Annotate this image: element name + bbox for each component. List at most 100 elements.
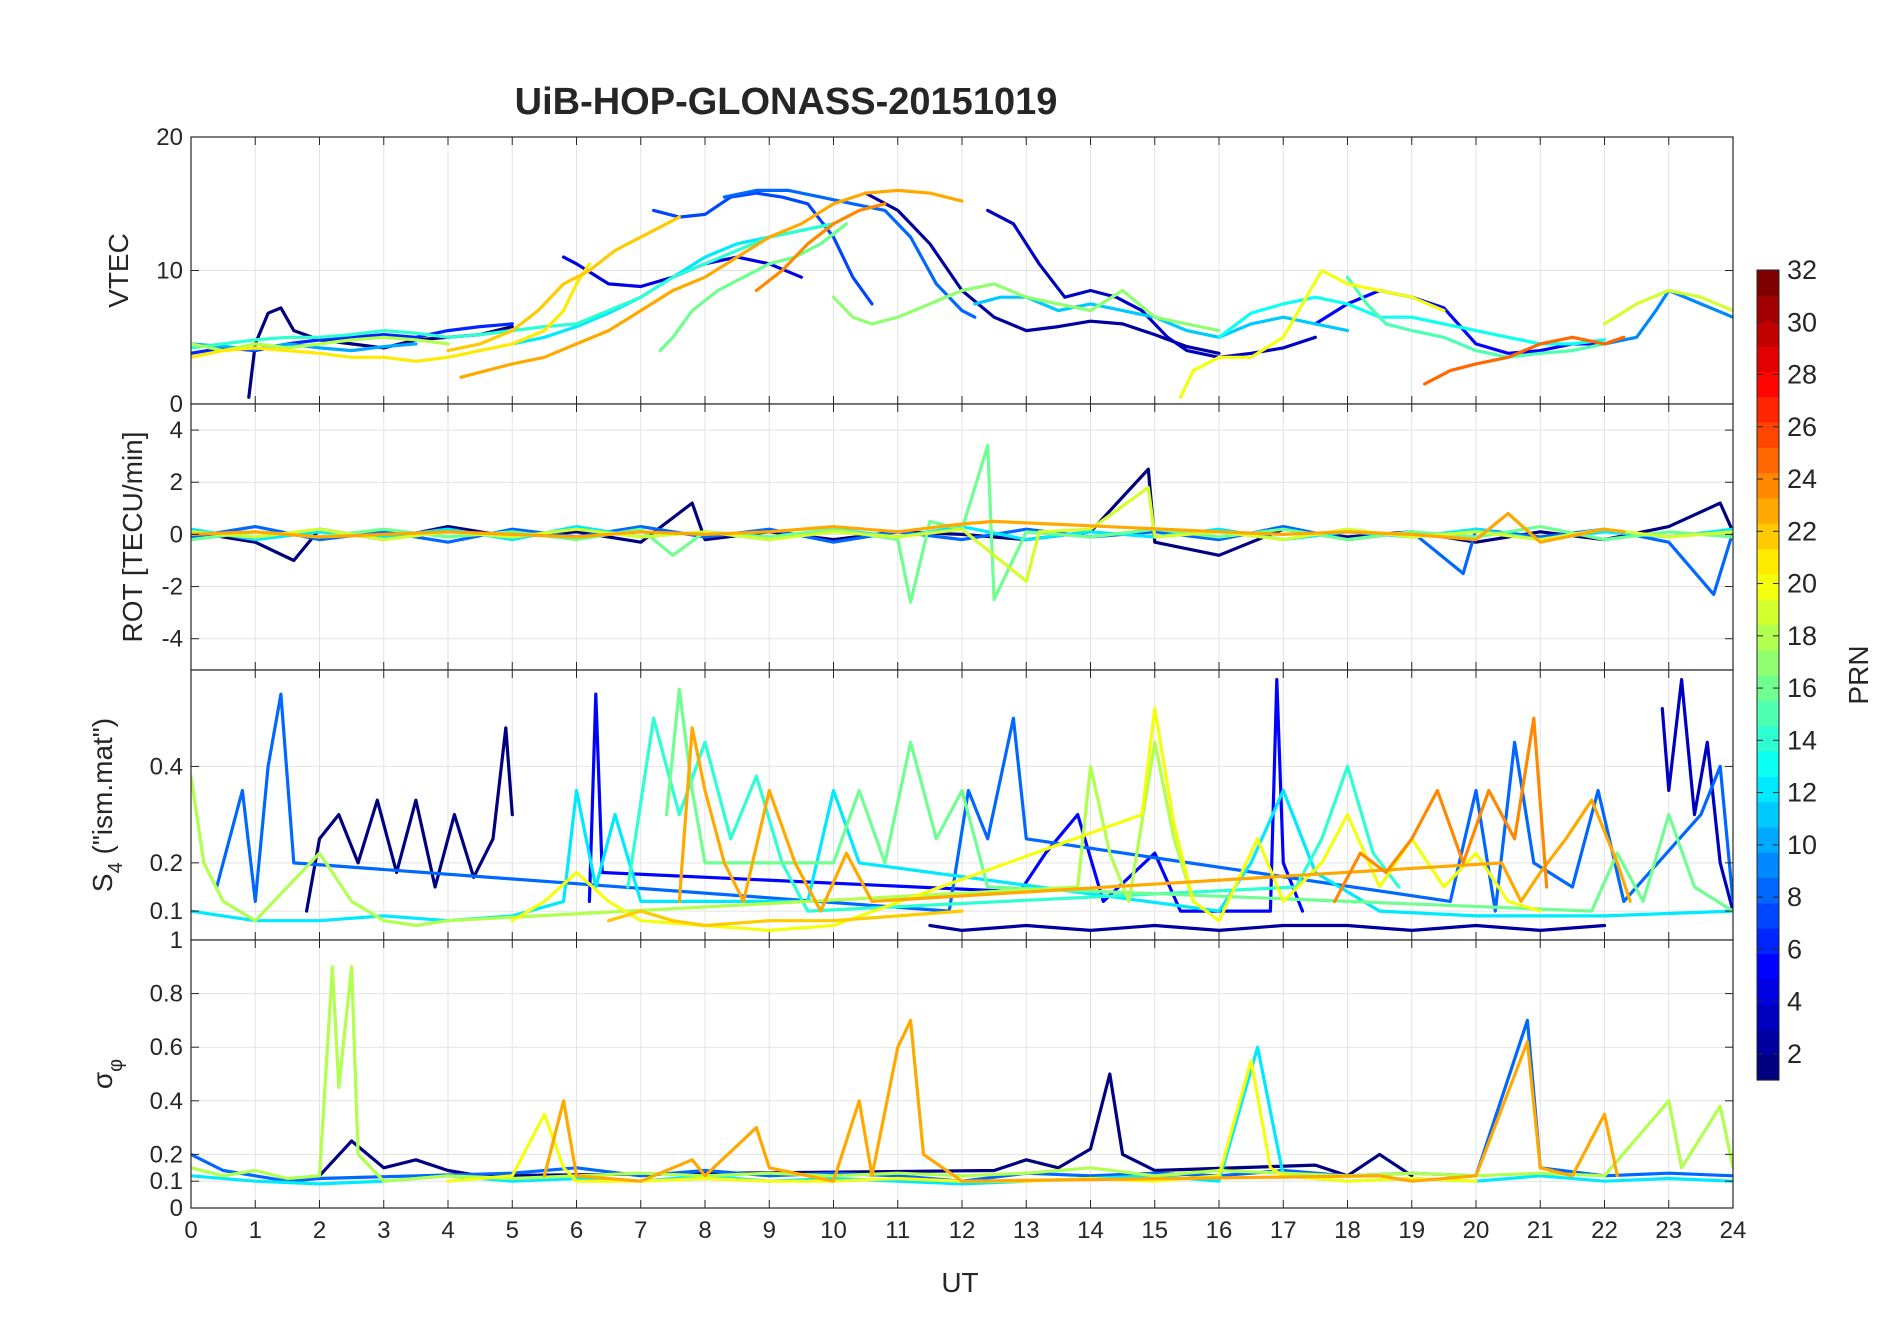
series-line-s4-prn12 xyxy=(191,788,1733,923)
series-line-vtec-prn17 xyxy=(831,282,1221,333)
colorbar-segment xyxy=(1757,624,1779,651)
colorbar-segment xyxy=(1757,675,1779,701)
colorbar-tick-label: 14 xyxy=(1787,725,1817,755)
colorbar-segment xyxy=(1757,320,1779,347)
y-axis-label-rot: ROT [TECU/min] xyxy=(117,431,148,642)
colorbar-segment xyxy=(1757,776,1779,803)
chart-title: UiB-HOP-GLONASS-20151019 xyxy=(515,81,1058,123)
x-tick-label: 12 xyxy=(949,1217,976,1244)
colorbar-frame xyxy=(1756,269,1780,1081)
colorbar-segment xyxy=(1757,902,1779,929)
series-line-vtec-prn2 xyxy=(864,191,1221,355)
y-tick-label: 1 xyxy=(170,927,183,954)
colorbar-label: PRN xyxy=(1843,645,1874,704)
series-line-rot-prn23 xyxy=(191,511,1626,544)
series-line-vtec-prn25 xyxy=(1423,335,1626,386)
colorbar-tick-label: 28 xyxy=(1787,360,1817,390)
x-tick-label: 23 xyxy=(1655,1217,1682,1244)
y-tick-label: 2 xyxy=(170,469,183,496)
series-line-rot-prn8 xyxy=(191,525,1733,596)
series-line-s4-prn3 xyxy=(1660,678,1733,913)
x-tick-label: 9 xyxy=(763,1217,776,1244)
y-axis-label-sigphi: σφ xyxy=(87,1059,127,1089)
colorbar-segment xyxy=(1757,421,1779,448)
series-line-s4-prn5 xyxy=(587,678,1305,913)
colorbar-segment xyxy=(1757,877,1779,904)
colorbar-tick-label: 26 xyxy=(1787,412,1817,442)
y-tick-label: 10 xyxy=(156,258,183,285)
series-group-rot xyxy=(191,444,1733,604)
series-line-vtec-prn3 xyxy=(986,208,1317,359)
colorbar-segment xyxy=(1757,345,1779,372)
x-tick-label: 6 xyxy=(570,1217,583,1244)
colorbar-tick-label: 20 xyxy=(1787,569,1817,599)
y-tick-label: 0.1 xyxy=(150,898,183,925)
y-tick-label: 0.1 xyxy=(150,1168,183,1195)
colorbar-segment xyxy=(1757,295,1779,322)
y-tick-label: -4 xyxy=(162,626,183,653)
y-axis-label-main: σ xyxy=(87,1072,118,1089)
colorbar-tick-label: 12 xyxy=(1787,778,1817,808)
series-line-sigphi-prn1 xyxy=(317,1072,1414,1178)
colorbar-segment xyxy=(1757,1029,1779,1056)
panel-rot: -4 -2 0 2 4 ROT [TECU/min] xyxy=(117,403,1734,671)
x-tick-label: 8 xyxy=(698,1217,711,1244)
y-tick-label: 0.8 xyxy=(150,981,183,1008)
colorbar-segment xyxy=(1757,700,1779,727)
colorbar-segment xyxy=(1757,523,1779,550)
colorbar-tick-label: 4 xyxy=(1787,987,1802,1017)
series-line-vtec-prn21 xyxy=(191,262,591,363)
x-tick-label: 22 xyxy=(1591,1217,1618,1244)
series-line-s4-prn18 xyxy=(191,740,1195,928)
colorbar-segment xyxy=(1757,472,1779,499)
y-tick-label: 20 xyxy=(156,124,183,151)
colorbar-tick-label: 30 xyxy=(1787,307,1817,337)
y-axis-label-vtec: VTEC xyxy=(103,233,134,308)
colorbar-tick-label: 10 xyxy=(1787,830,1817,860)
y-tick-label: 0 xyxy=(170,1195,183,1222)
y-tick-label: 0.4 xyxy=(150,753,183,780)
colorbar-tick-label: 16 xyxy=(1787,673,1817,703)
series-group-s4 xyxy=(191,678,1733,932)
y-axis-label-s4: S4 ("ism.mat") xyxy=(87,718,127,892)
colorbar-segment xyxy=(1757,852,1779,879)
colorbar-segment xyxy=(1757,371,1779,398)
colorbar-tick-label: 2 xyxy=(1787,1039,1802,1069)
colorbar-segment xyxy=(1757,447,1779,474)
x-tick-label: 10 xyxy=(820,1217,847,1244)
x-tick-label: 3 xyxy=(377,1217,390,1244)
series-line-vtec-prn9 xyxy=(1602,288,1733,346)
y-axis-label-main: S xyxy=(87,873,118,892)
y-tick-label: -2 xyxy=(162,574,183,601)
x-tick-label: 13 xyxy=(1013,1217,1040,1244)
colorbar-segment xyxy=(1757,928,1779,955)
colorbar-segment xyxy=(1757,1004,1779,1030)
series-line-vtec-prn16 xyxy=(658,222,848,353)
series-line-s4-prn24 xyxy=(1333,716,1549,903)
y-tick-label: 0 xyxy=(170,391,183,418)
colorbar-segment xyxy=(1757,497,1779,524)
x-tick-label: 20 xyxy=(1463,1217,1490,1244)
series-line-s4-prn1 xyxy=(305,726,514,913)
series-line-vtec-prn24 xyxy=(754,202,887,293)
x-tick-label: 2 xyxy=(313,1217,326,1244)
y-tick-label: 0.4 xyxy=(150,1088,183,1115)
colorbar-segment xyxy=(1757,750,1779,777)
colorbar-segment xyxy=(1757,573,1779,600)
x-tick-label: 24 xyxy=(1720,1217,1747,1244)
x-tick-label: 0 xyxy=(184,1217,197,1244)
series-line-vtec-prn7 xyxy=(652,191,874,306)
y-axis-label-sub: φ xyxy=(105,1059,127,1072)
x-tick-label: 19 xyxy=(1398,1217,1425,1244)
series-group-sigphi xyxy=(191,965,1733,1186)
x-tick-label: 11 xyxy=(885,1217,910,1244)
colorbar-tick-label: 6 xyxy=(1787,934,1802,964)
x-tick-label: 17 xyxy=(1270,1217,1297,1244)
series-line-s4-prn2 xyxy=(928,923,1607,932)
colorbar-segment xyxy=(1757,953,1779,980)
panel-s4: 0.1 0.2 0.4 S4 ("ism.mat") xyxy=(87,669,1734,941)
colorbar-segment xyxy=(1757,826,1779,853)
colorbar-tick-label: 22 xyxy=(1787,516,1817,546)
